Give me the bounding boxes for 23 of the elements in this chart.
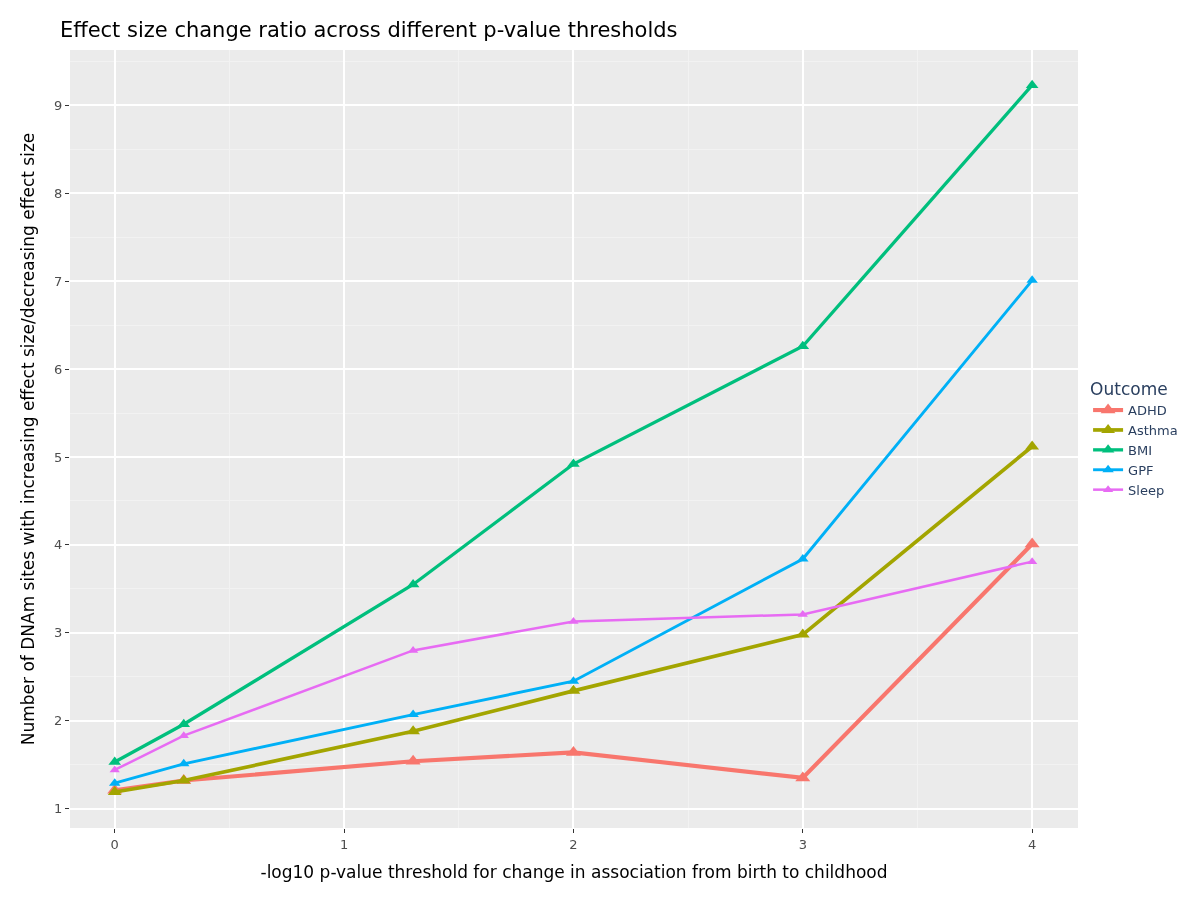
y-tick-label: 9 — [54, 97, 63, 113]
x-tick-label: 0 — [110, 836, 119, 852]
y-axis-title: Number of DNAm sites with increasing effect size/decreasing effect size — [17, 132, 38, 746]
legend-label: Asthma — [1128, 423, 1178, 439]
y-tick-label: 6 — [54, 361, 63, 377]
x-tick-label: 3 — [798, 836, 807, 852]
y-tick-label: 2 — [54, 713, 63, 729]
x-axis-title: -log10 p-value threshold for change in association from birth to childhood — [260, 862, 888, 882]
legend-title: Outcome — [1090, 379, 1168, 400]
legend-label: BMI — [1128, 442, 1153, 458]
x-tick-label: 1 — [339, 836, 349, 852]
legend-label: GPF — [1128, 462, 1154, 478]
y-tick-label: 8 — [54, 185, 63, 201]
chart-title: Effect size change ratio across different p-value thresholds — [59, 18, 678, 43]
x-tick-label: 4 — [1027, 836, 1037, 852]
x-tick-label: 2 — [569, 836, 578, 852]
y-tick-label: 7 — [54, 273, 63, 289]
y-tick-label: 3 — [54, 625, 63, 641]
y-tick-label: 1 — [54, 801, 63, 817]
legend-label: ADHD — [1128, 403, 1167, 419]
legend-label: Sleep — [1128, 482, 1165, 498]
y-tick-label: 4 — [54, 537, 63, 553]
y-tick-label: 5 — [54, 449, 63, 465]
